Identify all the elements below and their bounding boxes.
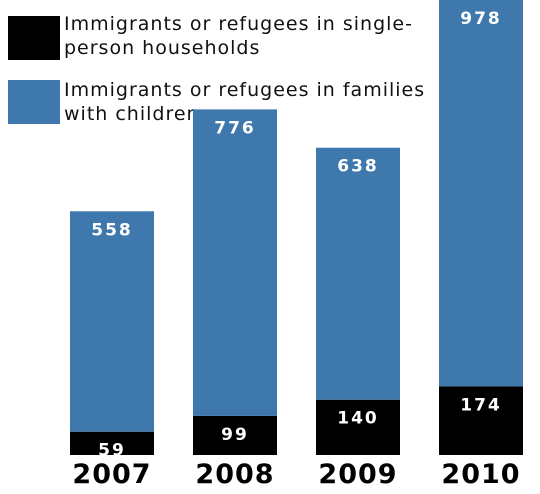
legend-label-families: Immigrants or refugees in families with … xyxy=(64,79,426,125)
data-label-families-2009: 638 xyxy=(337,157,379,177)
data-label-single-2008: 99 xyxy=(221,425,249,445)
bar-single-2008 xyxy=(193,415,277,455)
bar-single-2007 xyxy=(70,431,154,455)
x-tick-2007: 2007 xyxy=(72,459,151,490)
x-tick-2010: 2010 xyxy=(441,459,520,490)
legend-swatch-families xyxy=(8,80,60,124)
data-label-single-2010: 174 xyxy=(460,395,502,415)
bar-families-2008 xyxy=(193,109,277,416)
data-label-single-2009: 140 xyxy=(337,409,379,429)
bar-single-2010 xyxy=(439,386,523,455)
data-label-families-2010: 978 xyxy=(460,9,502,29)
legend-swatch-single xyxy=(8,16,60,60)
bar-single-2009 xyxy=(316,399,400,455)
x-tick-2009: 2009 xyxy=(318,459,397,490)
x-tick-2008: 2008 xyxy=(195,459,274,490)
bar-families-2010 xyxy=(439,0,523,387)
bar-families-2009 xyxy=(316,147,400,400)
data-label-single-2007: 59 xyxy=(98,441,126,461)
legend-label-single: Immigrants or refugees in single- person… xyxy=(64,13,413,59)
data-label-families-2007: 558 xyxy=(91,220,133,240)
bar-families-2007 xyxy=(70,211,154,432)
data-label-families-2008: 776 xyxy=(214,118,256,138)
